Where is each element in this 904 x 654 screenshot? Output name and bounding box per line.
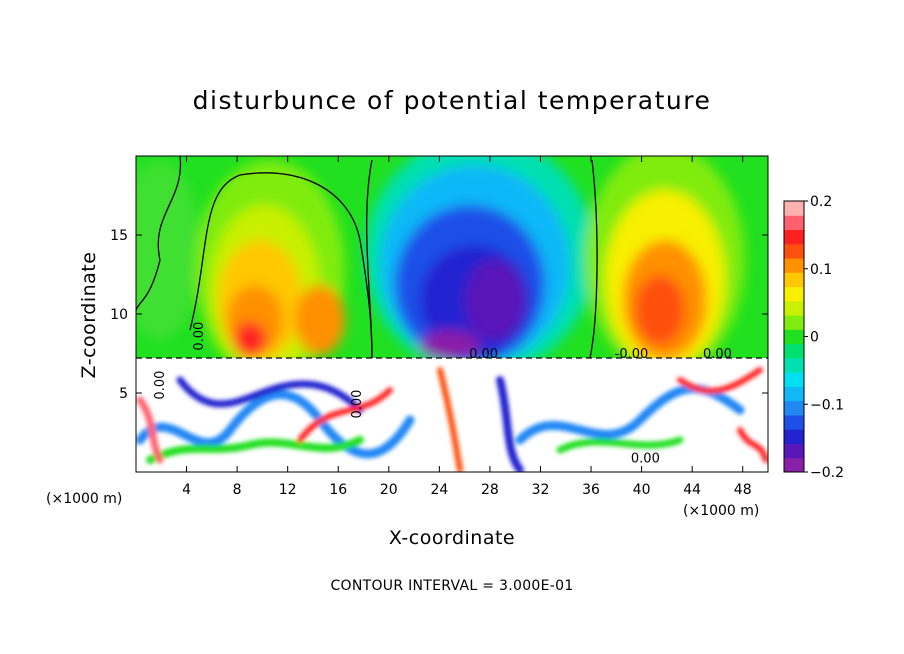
contour-label: 0.00 (192, 322, 207, 351)
colorbar: 0.2 0.1 0 −0.1 −0.2 (783, 194, 844, 481)
x-tick-label: 4 (182, 482, 191, 498)
contour-label: 0.00 (631, 452, 660, 467)
colorbar-tick-label: 0.1 (810, 262, 832, 278)
x-tick-label: 12 (279, 482, 297, 498)
x-tick-label: 28 (481, 482, 499, 498)
x-axis-left-unit: (×1000 m) (46, 491, 123, 507)
colorbar-swatch (784, 357, 804, 373)
x-tick-label: 16 (329, 482, 347, 498)
x-tick-label: 32 (532, 482, 550, 498)
contour-label: 0.00 (703, 347, 732, 362)
chart-title: disturbunce of potential temperature (192, 86, 712, 115)
x-tick-label: 44 (683, 482, 701, 498)
x-tick-label: 20 (380, 482, 398, 498)
colorbar-swatch (784, 300, 804, 316)
y-axis: 5 10 15 (110, 228, 768, 402)
colorbar-swatch (784, 443, 804, 459)
colorbar-swatch (784, 343, 804, 359)
colorbar-swatch (784, 329, 804, 345)
colorbar-tick-label: 0.2 (810, 194, 832, 210)
x-tick-label: 36 (582, 482, 600, 498)
y-tick-label: 10 (110, 307, 128, 323)
heatmap-field (136, 156, 768, 472)
colorbar-swatch (784, 457, 804, 473)
colorbar-swatch (784, 315, 804, 330)
contour-label-group: 0.00 0.00 0.00 0.00 -0.00 0.00 0.00 (153, 322, 732, 467)
contour-label: 0.00 (153, 371, 168, 400)
y-tick-label: 15 (110, 228, 128, 244)
x-axis-right-unit: (×1000 m) (683, 503, 760, 519)
colorbar-swatch (784, 386, 804, 402)
x-tick-label: 8 (233, 482, 242, 498)
contour-lines (136, 156, 768, 359)
x-tick-label: 40 (633, 482, 651, 498)
contour-label: 0.00 (350, 390, 365, 419)
colorbar-swatch (784, 229, 804, 245)
colorbar-swatch (784, 243, 804, 259)
colorbar-swatch (784, 429, 804, 444)
y-tick-label: 5 (119, 386, 128, 402)
contour-label: 0.00 (469, 347, 498, 362)
y-axis-label: Z-coordinate (78, 251, 100, 379)
colorbar-swatch (784, 414, 804, 430)
colorbar-swatch (784, 215, 804, 231)
x-axis-label: X-coordinate (388, 527, 516, 549)
colorbar-tick-label: −0.2 (810, 465, 844, 481)
contour-interval-note: CONTOUR INTERVAL = 3.000E-01 (330, 578, 574, 594)
colorbar-swatch (784, 258, 804, 273)
colorbar-swatch (784, 372, 804, 387)
colorbar-tick-label: −0.1 (810, 397, 844, 413)
contour-label: -0.00 (615, 347, 649, 362)
x-axis: 4 8 12 16 20 24 28 32 36 40 44 48 (182, 156, 752, 498)
colorbar-tick-label: 0 (810, 330, 819, 346)
x-tick-label: 48 (734, 482, 752, 498)
x-tick-label: 24 (430, 482, 448, 498)
colorbar-swatch (784, 272, 804, 288)
colorbar-swatch (784, 400, 804, 416)
colorbar-swatch (784, 201, 804, 216)
colorbar-swatch (784, 286, 804, 302)
